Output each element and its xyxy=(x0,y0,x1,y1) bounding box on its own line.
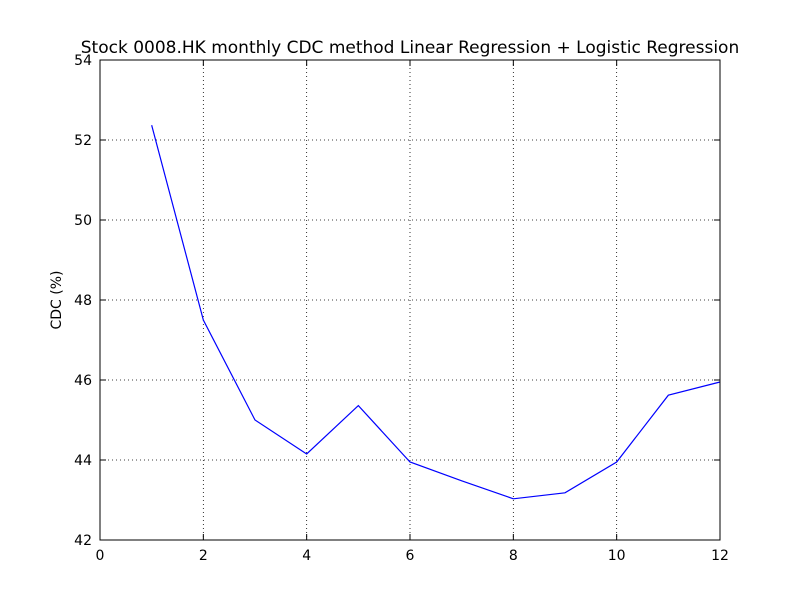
y-tick-label: 52 xyxy=(74,133,92,149)
y-tick-label: 46 xyxy=(74,373,92,389)
grid xyxy=(100,60,720,540)
series-layer xyxy=(151,125,721,500)
chart-title: Stock 0008.HK monthly CDC method Linear … xyxy=(81,38,739,58)
y-tick-label: 48 xyxy=(74,293,92,309)
x-tick-label: 0 xyxy=(96,548,105,564)
y-tick-label: 44 xyxy=(74,453,92,469)
x-tick-label: 4 xyxy=(302,548,311,564)
y-axis-label: CDC (%) xyxy=(49,270,65,329)
y-tick-label: 42 xyxy=(74,533,92,549)
x-tick-label: 6 xyxy=(406,548,415,564)
y-tick-label: 54 xyxy=(74,53,92,69)
x-tick-label: 8 xyxy=(509,548,518,564)
x-tick-label: 12 xyxy=(711,548,729,564)
series-line-0 xyxy=(151,125,721,500)
x-tick-label: 2 xyxy=(199,548,208,564)
x-tick-label: 10 xyxy=(608,548,626,564)
y-tick-label: 50 xyxy=(74,213,92,229)
